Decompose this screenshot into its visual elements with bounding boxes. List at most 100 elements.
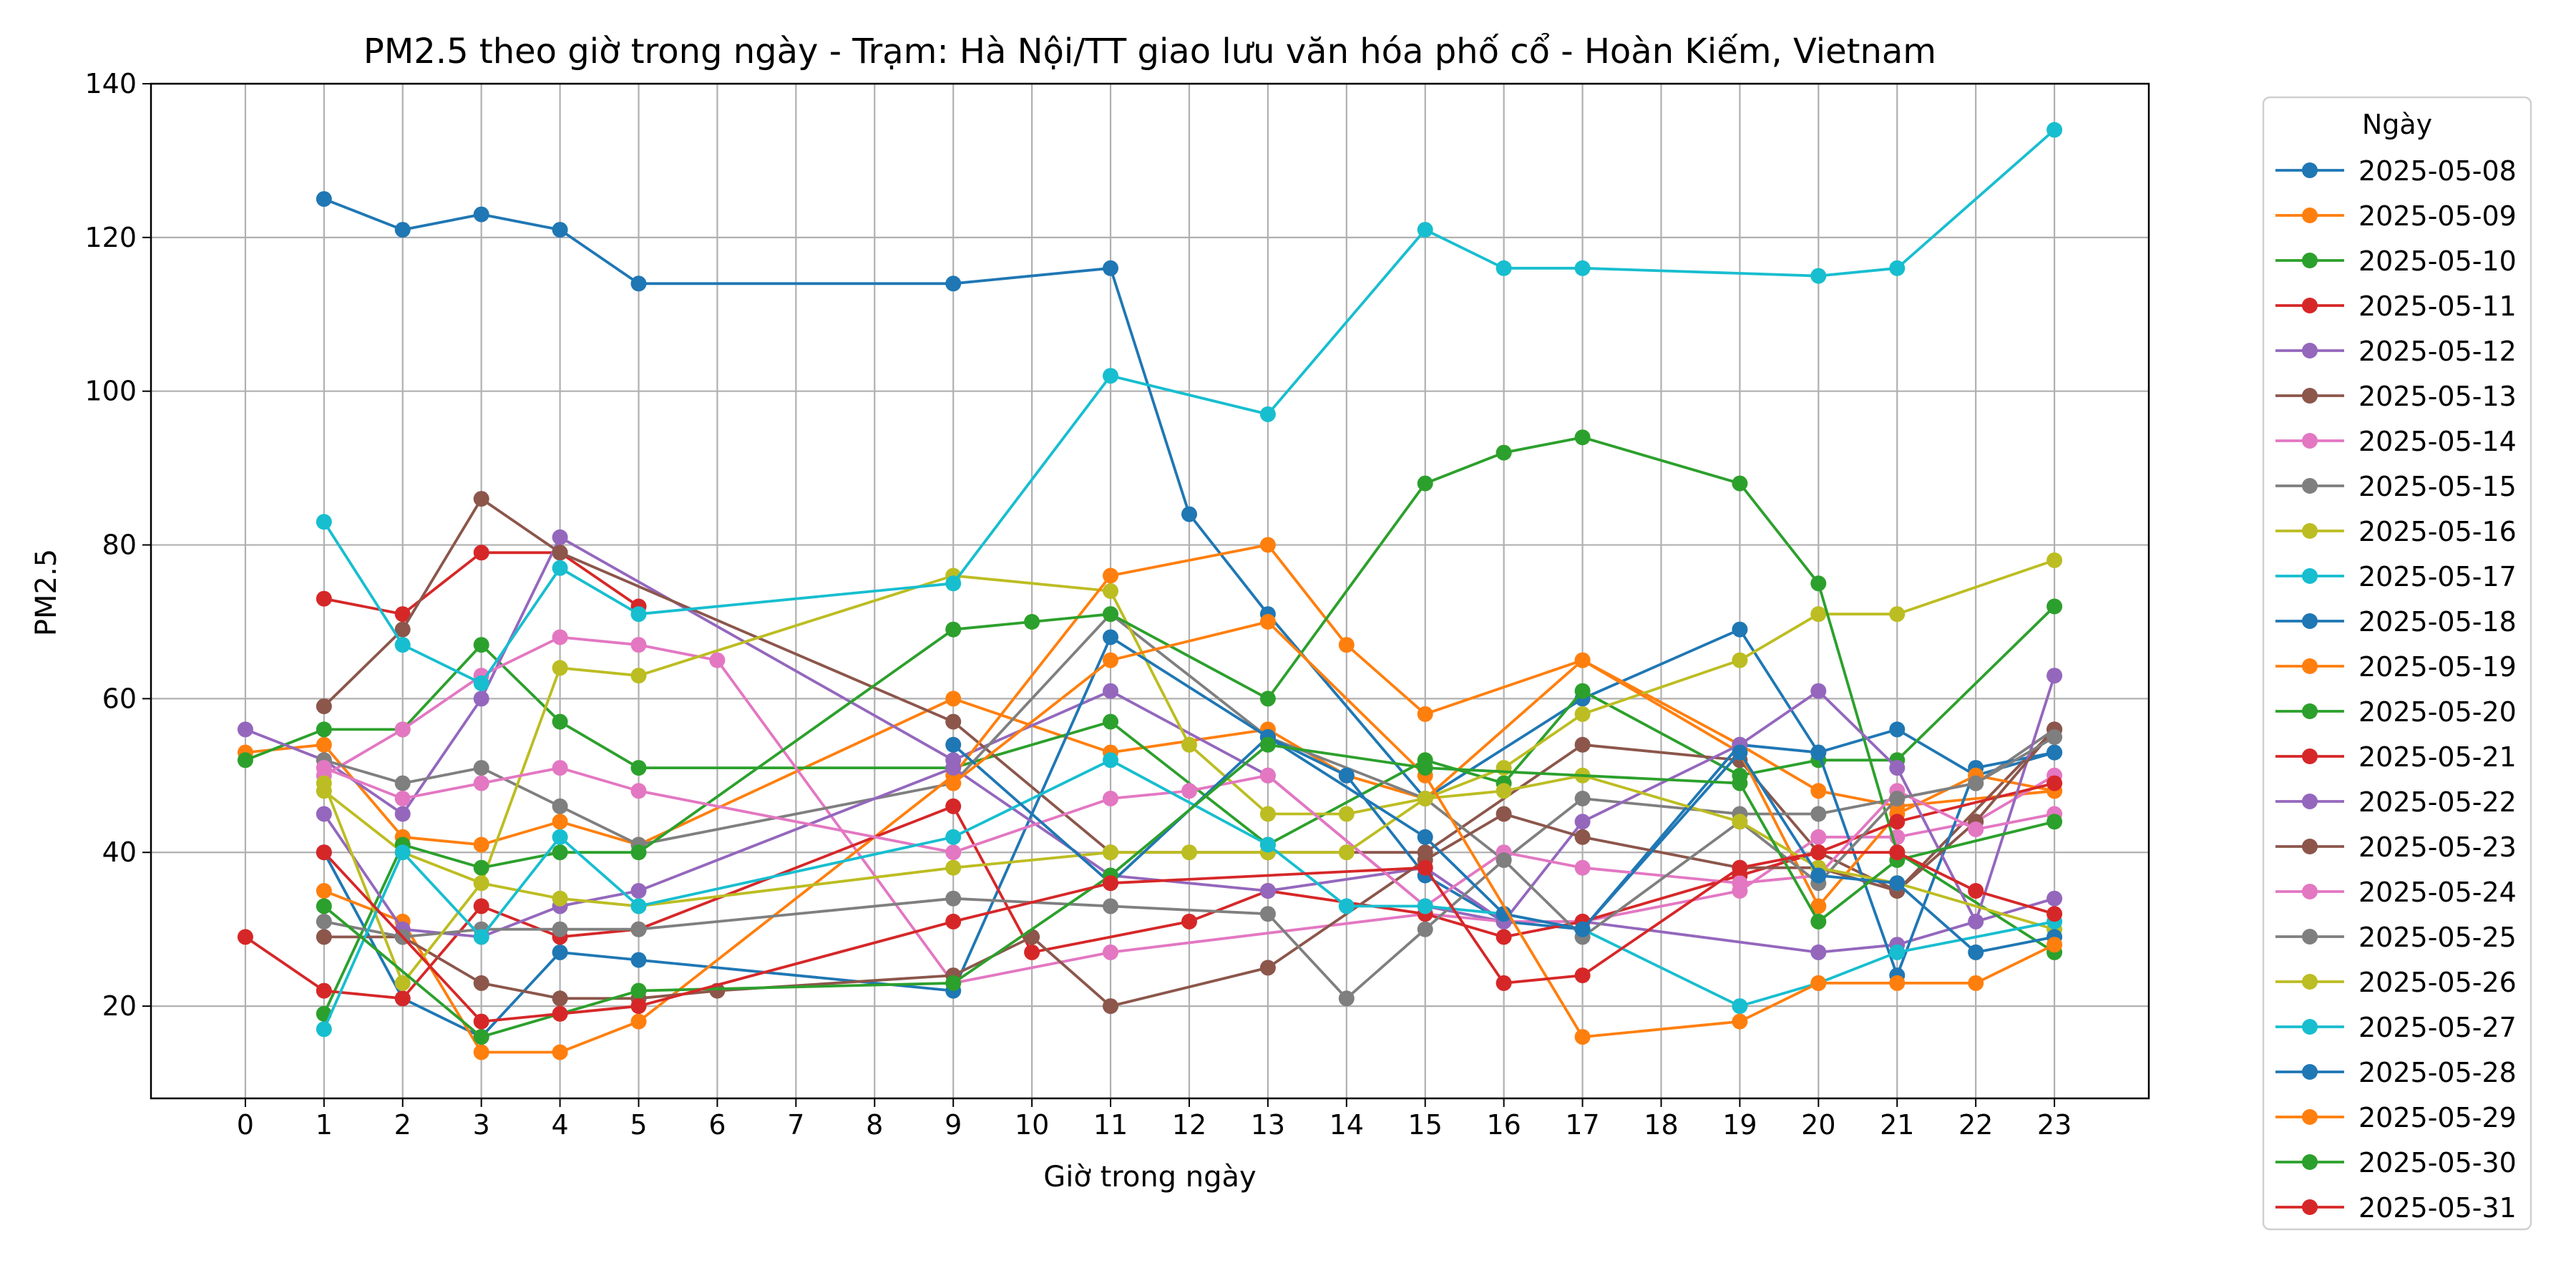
data-point: [552, 890, 568, 907]
data-point: [1417, 791, 1433, 806]
data-point: [552, 990, 568, 1007]
data-point: [1338, 844, 1355, 861]
x-tick-label: 15: [1408, 1109, 1443, 1141]
legend-entry: 2025-05-18: [2275, 606, 2517, 638]
data-point: [945, 621, 962, 638]
data-point: [630, 275, 647, 292]
data-point: [316, 982, 332, 999]
data-point: [394, 844, 411, 861]
x-tick-label: 10: [1015, 1109, 1049, 1141]
data-point: [630, 982, 647, 999]
data-point: [316, 913, 332, 930]
data-point: [1181, 736, 1197, 753]
data-point: [2046, 598, 2063, 615]
data-point: [945, 575, 962, 592]
x-tick-label: 16: [1486, 1109, 1521, 1141]
x-tick-label: 3: [473, 1109, 490, 1141]
data-point: [2046, 552, 2063, 568]
data-point: [1574, 736, 1591, 753]
legend-label: 2025-05-15: [2358, 471, 2517, 502]
legend-marker-swatch: [2302, 162, 2318, 178]
legend-label: 2025-05-31: [2358, 1192, 2517, 1224]
legend-label: 2025-05-27: [2358, 1012, 2517, 1043]
legend-entry: 2025-05-25: [2275, 922, 2517, 953]
data-point: [945, 798, 962, 814]
data-point: [1810, 806, 1827, 822]
data-point: [1574, 859, 1591, 876]
data-point: [1259, 836, 1276, 853]
data-point: [1103, 844, 1118, 861]
data-point: [630, 998, 647, 1015]
data-point: [945, 275, 962, 292]
data-point: [1732, 998, 1748, 1015]
legend-entry: 2025-05-16: [2275, 516, 2517, 547]
legend-marker-swatch: [2302, 388, 2318, 404]
data-point: [473, 1044, 489, 1060]
legend-label: 2025-05-17: [2358, 561, 2517, 592]
data-point: [316, 760, 332, 776]
legend-label: 2025-05-25: [2358, 922, 2517, 953]
data-point: [1574, 1029, 1591, 1045]
data-point: [1496, 760, 1512, 776]
data-point: [1103, 606, 1118, 623]
data-point: [1417, 829, 1433, 845]
data-point: [2046, 729, 2063, 746]
x-tick-label: 23: [2037, 1109, 2072, 1141]
data-point: [1417, 921, 1433, 937]
data-point: [1574, 652, 1591, 668]
data-point: [316, 698, 332, 715]
data-point: [945, 844, 962, 861]
legend-entry: 2025-05-15: [2275, 471, 2517, 502]
y-tick-label: 140: [84, 68, 137, 99]
legend-label: 2025-05-13: [2358, 381, 2517, 412]
data-point: [1338, 767, 1355, 784]
data-point: [1417, 706, 1433, 722]
legend-entry: 2025-05-27: [2275, 1012, 2517, 1043]
legend-entry: 2025-05-28: [2275, 1057, 2517, 1088]
data-point: [394, 621, 411, 638]
legend-label: 2025-05-21: [2358, 741, 2517, 773]
data-point: [552, 629, 568, 645]
data-point: [394, 222, 411, 238]
data-point: [473, 875, 489, 892]
data-point: [1889, 844, 1906, 861]
data-point: [1259, 960, 1276, 976]
data-point: [473, 898, 489, 914]
x-tick-label: 7: [787, 1109, 804, 1141]
data-point: [1496, 260, 1512, 276]
legend-label: 2025-05-24: [2358, 877, 2517, 908]
data-point: [1810, 744, 1827, 761]
data-point: [1338, 806, 1355, 822]
data-point: [1259, 906, 1276, 922]
data-point: [1889, 814, 1906, 830]
data-point: [1732, 744, 1748, 761]
legend-entry: 2025-05-31: [2275, 1192, 2517, 1224]
legend-marker-swatch: [2302, 1109, 2318, 1125]
data-point: [1810, 575, 1827, 592]
data-point: [552, 760, 568, 776]
series-line: [323, 543, 2055, 1054]
data-point: [473, 1029, 489, 1045]
data-point: [552, 545, 568, 561]
data-point: [1103, 875, 1118, 892]
legend-title: Ngày: [2362, 109, 2432, 140]
x-tick-label: 11: [1093, 1109, 1128, 1141]
data-point: [1496, 975, 1512, 991]
data-point: [2046, 814, 2063, 830]
legend-marker-swatch: [2302, 433, 2318, 449]
data-point: [1181, 506, 1197, 522]
data-point: [237, 929, 253, 945]
data-point: [1732, 859, 1748, 876]
legend-label: 2025-05-23: [2358, 831, 2517, 863]
data-point: [1181, 844, 1197, 861]
data-point: [1496, 929, 1512, 945]
data-point: [473, 691, 489, 707]
data-point: [2046, 122, 2063, 138]
legend-label: 2025-05-20: [2358, 696, 2517, 728]
chart-title: PM2.5 theo giờ trong ngày - Trạm: Hà Nội…: [364, 31, 1936, 72]
x-tick-label: 20: [1801, 1109, 1835, 1141]
x-tick-label: 21: [1880, 1109, 1914, 1141]
